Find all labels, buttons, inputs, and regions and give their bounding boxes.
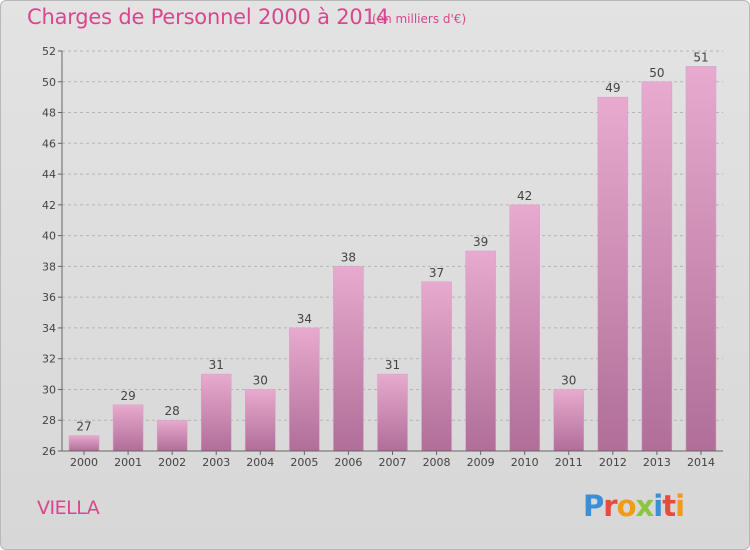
y-tick-label: 50: [42, 76, 56, 89]
x-tick-label-2010: 2010: [511, 456, 539, 469]
x-tick-label-2001: 2001: [114, 456, 142, 469]
data-label-2011: 30: [561, 373, 576, 387]
y-tick-label: 32: [42, 353, 56, 366]
x-tick-label-2007: 2007: [379, 456, 407, 469]
y-tick-label: 26: [42, 445, 56, 458]
y-tick-label: 38: [42, 260, 56, 273]
x-tick-label-2005: 2005: [290, 456, 318, 469]
x-tick-label-2006: 2006: [334, 456, 362, 469]
y-tick-label: 48: [42, 107, 56, 120]
logo-letter: x: [635, 489, 655, 523]
logo-letter: i: [675, 489, 685, 523]
bar-2009: [465, 250, 496, 452]
bar-2000: [68, 435, 100, 452]
axes: [58, 50, 723, 455]
logo-letter: P: [583, 489, 604, 523]
x-tick-label-2009: 2009: [467, 456, 495, 469]
data-label-2002: 28: [165, 404, 180, 418]
x-tick-label-2002: 2002: [158, 456, 186, 469]
data-label-2014: 51: [693, 50, 708, 64]
data-label-2008: 37: [429, 266, 444, 280]
x-tick-label-2008: 2008: [423, 456, 451, 469]
logo-letter: i: [653, 489, 663, 523]
chart-title: Charges de Personnel 2000 à 2014: [27, 5, 389, 29]
data-label-2004: 30: [253, 373, 268, 387]
x-tick-label-2004: 2004: [246, 456, 274, 469]
bar-2011: [553, 389, 585, 452]
bar-2006: [333, 266, 364, 452]
y-tick-label: 46: [42, 137, 56, 150]
proxiti-logo[interactable]: Proxiti: [583, 489, 685, 523]
bar-2008: [421, 281, 452, 452]
chart-subtitle: (en milliers d'€): [372, 12, 467, 26]
bar-2002: [156, 419, 188, 452]
bar-2014: [685, 66, 717, 452]
x-tick-label-2000: 2000: [70, 456, 98, 469]
labels: 26 28 30 32 34 36 38 40 42 44 46 48 50 52 27 2000 29 2001…: [42, 45, 715, 469]
bar-2012: [597, 96, 629, 452]
y-tick-label: 34: [42, 322, 56, 335]
x-tick-label-2014: 2014: [687, 456, 715, 469]
x-tick-label-2012: 2012: [599, 456, 627, 469]
data-label-2009: 39: [473, 235, 488, 249]
y-tick-label: 28: [42, 414, 56, 427]
data-label-2013: 50: [649, 66, 664, 80]
y-tick-label: 42: [42, 199, 56, 212]
y-tick-label: 52: [42, 45, 56, 58]
bar-2007: [377, 373, 408, 452]
data-label-2003: 31: [209, 358, 224, 372]
data-label-2010: 42: [517, 189, 532, 203]
data-label-2006: 38: [341, 250, 356, 264]
bar-2003: [200, 373, 232, 452]
data-label-2000: 27: [76, 420, 91, 434]
bar-2004: [245, 389, 276, 452]
x-tick-label-2011: 2011: [555, 456, 583, 469]
y-tick-label: 36: [42, 291, 56, 304]
y-tick-label: 30: [42, 383, 56, 396]
x-tick-label-2003: 2003: [202, 456, 230, 469]
commune-name: VIELLA: [37, 497, 100, 519]
data-label-2012: 49: [605, 81, 620, 95]
bars: [68, 66, 717, 452]
logo-letter: o: [616, 489, 637, 523]
x-tick-label-2013: 2013: [643, 456, 671, 469]
logo-letter: t: [662, 489, 676, 523]
data-label-2007: 31: [385, 358, 400, 372]
logo-letter: r: [603, 489, 617, 523]
data-label-2001: 29: [120, 389, 135, 403]
y-tick-label: 44: [42, 168, 56, 181]
bar-2010: [509, 204, 540, 452]
data-label-2005: 34: [297, 312, 312, 326]
bar-2013: [641, 81, 673, 452]
y-tick-label: 40: [42, 230, 56, 243]
bar-2005: [289, 327, 320, 452]
bar-2001: [112, 404, 144, 452]
